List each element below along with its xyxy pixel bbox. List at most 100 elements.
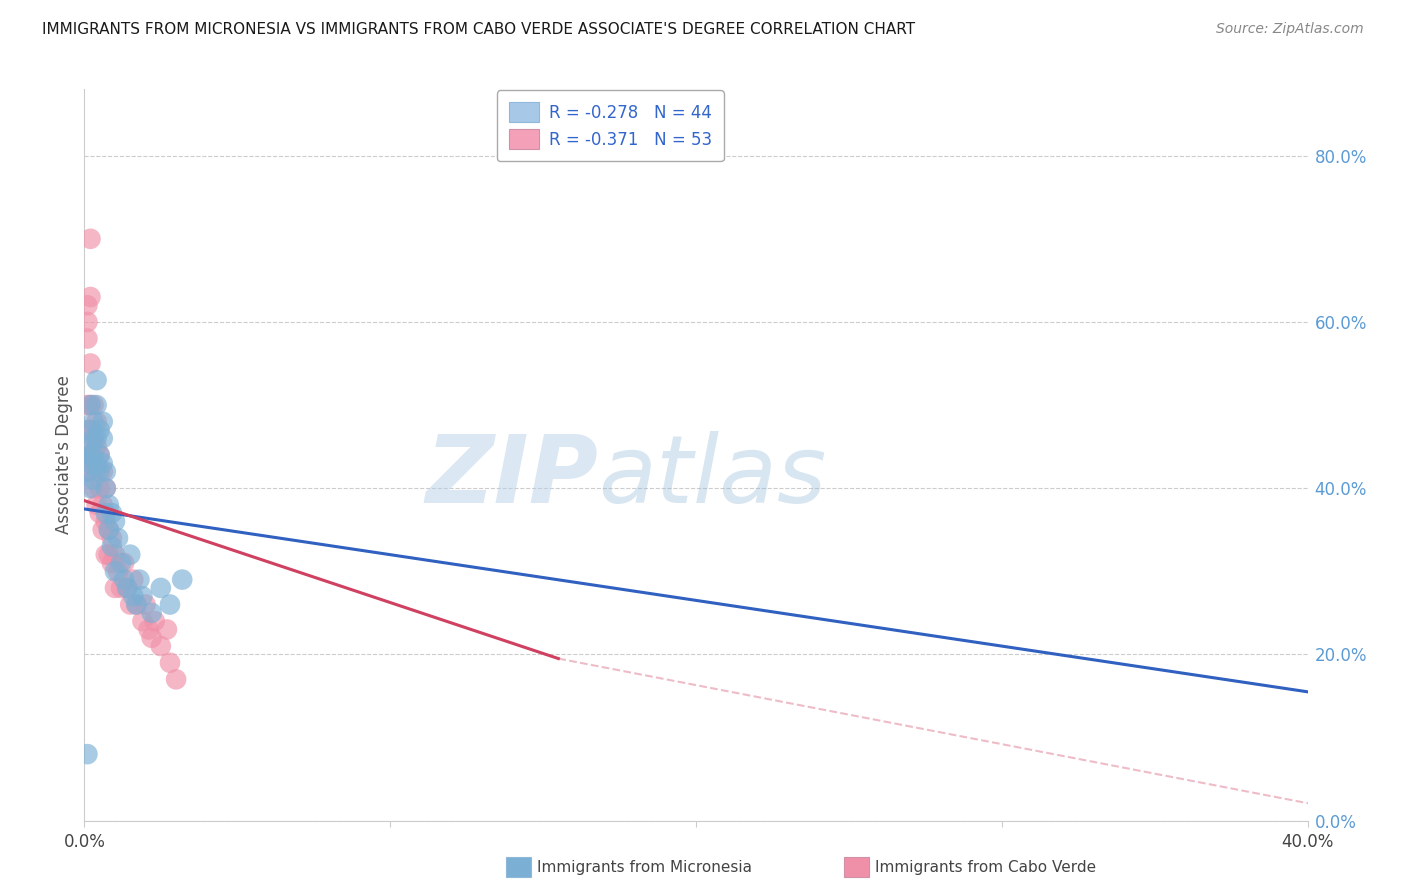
Point — [141, 606, 163, 620]
Point — [76, 332, 98, 346]
Point — [107, 531, 129, 545]
Point — [143, 614, 166, 628]
Point — [76, 298, 98, 312]
Point — [135, 598, 157, 612]
Point — [86, 431, 108, 445]
Point — [83, 448, 105, 462]
Point — [115, 581, 138, 595]
Point — [125, 598, 148, 612]
Point — [83, 431, 105, 445]
Point — [128, 573, 150, 587]
Point — [79, 423, 101, 437]
Point — [94, 515, 117, 529]
Point — [89, 481, 111, 495]
Point — [79, 398, 101, 412]
Point — [83, 415, 105, 429]
Point — [165, 673, 187, 687]
Point — [104, 548, 127, 562]
Point — [79, 456, 101, 470]
Point — [83, 431, 105, 445]
Point — [110, 581, 132, 595]
Text: ZIP: ZIP — [425, 431, 598, 523]
Point — [131, 614, 153, 628]
Text: Immigrants from Cabo Verde: Immigrants from Cabo Verde — [875, 861, 1095, 875]
Point — [141, 631, 163, 645]
Point — [83, 398, 105, 412]
Point — [76, 440, 98, 454]
Point — [91, 498, 114, 512]
Point — [131, 589, 153, 603]
Point — [89, 506, 111, 520]
Point — [112, 573, 135, 587]
Point — [101, 556, 124, 570]
Point — [76, 465, 98, 479]
Point — [104, 564, 127, 578]
Point — [89, 465, 111, 479]
Point — [172, 573, 194, 587]
Y-axis label: Associate's Degree: Associate's Degree — [55, 376, 73, 534]
Point — [97, 498, 120, 512]
Text: IMMIGRANTS FROM MICRONESIA VS IMMIGRANTS FROM CABO VERDE ASSOCIATE'S DEGREE CORR: IMMIGRANTS FROM MICRONESIA VS IMMIGRANTS… — [42, 22, 915, 37]
Point — [79, 423, 101, 437]
Point — [110, 556, 132, 570]
Point — [79, 398, 101, 412]
Point — [101, 531, 124, 545]
Point — [86, 465, 108, 479]
Point — [120, 548, 142, 562]
Point — [86, 456, 108, 470]
Point — [79, 465, 101, 479]
Point — [94, 548, 117, 562]
Point — [107, 564, 129, 578]
Point — [91, 415, 114, 429]
Point — [120, 598, 142, 612]
Point — [138, 623, 160, 637]
Point — [122, 589, 145, 603]
Text: Immigrants from Micronesia: Immigrants from Micronesia — [537, 861, 752, 875]
Point — [149, 581, 172, 595]
Point — [91, 456, 114, 470]
Point — [97, 523, 120, 537]
Point — [76, 315, 98, 329]
Point — [97, 523, 120, 537]
Point — [76, 747, 98, 761]
Legend: R = -0.278   N = 44, R = -0.371   N = 53: R = -0.278 N = 44, R = -0.371 N = 53 — [498, 90, 724, 161]
Point — [115, 581, 138, 595]
Point — [91, 431, 114, 445]
Point — [79, 448, 101, 462]
Point — [86, 415, 108, 429]
Point — [159, 598, 181, 612]
Point — [156, 623, 179, 637]
Point — [76, 465, 98, 479]
Point — [86, 373, 108, 387]
Point — [149, 639, 172, 653]
Point — [104, 515, 127, 529]
Point — [76, 398, 98, 412]
Point — [89, 448, 111, 462]
Point — [94, 506, 117, 520]
Point — [79, 232, 101, 246]
Point — [86, 440, 108, 454]
Point — [94, 465, 117, 479]
Point — [83, 481, 105, 495]
Point — [125, 598, 148, 612]
Text: atlas: atlas — [598, 432, 827, 523]
Point — [94, 481, 117, 495]
Point — [89, 423, 111, 437]
Point — [79, 481, 101, 495]
Point — [86, 498, 108, 512]
Point — [122, 573, 145, 587]
Point — [83, 473, 105, 487]
Point — [83, 456, 105, 470]
Point — [76, 423, 98, 437]
Point — [91, 523, 114, 537]
Point — [101, 506, 124, 520]
Point — [79, 356, 101, 370]
Point — [86, 398, 108, 412]
Point — [89, 448, 111, 462]
Point — [91, 465, 114, 479]
Point — [112, 556, 135, 570]
Point — [94, 481, 117, 495]
Point — [79, 290, 101, 304]
Point — [159, 656, 181, 670]
Point — [101, 539, 124, 553]
